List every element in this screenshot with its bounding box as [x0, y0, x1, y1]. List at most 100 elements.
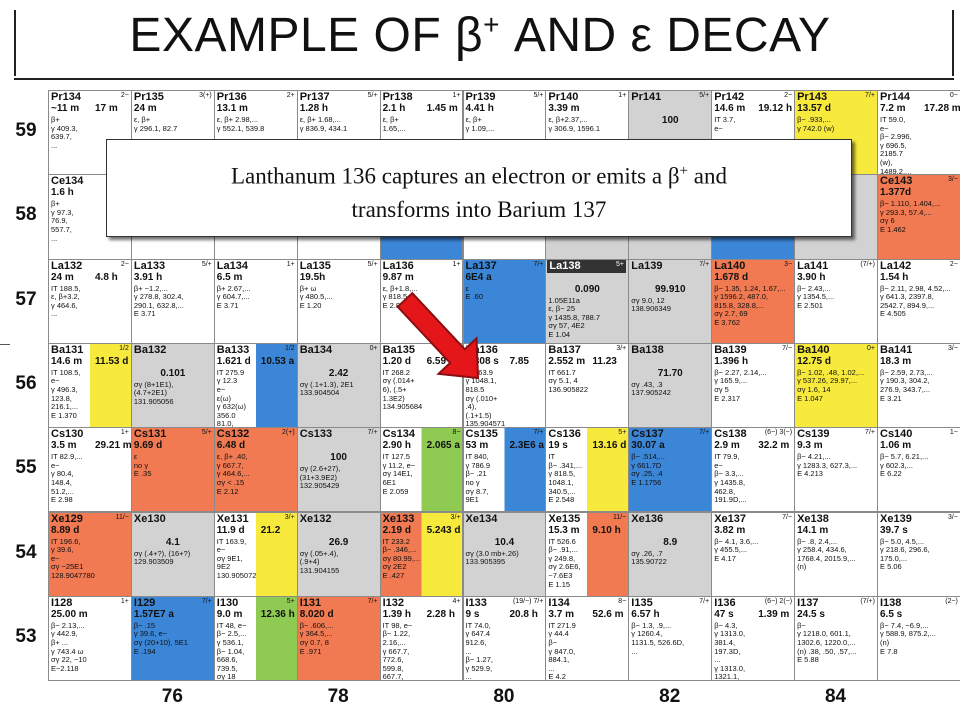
decay-line: IT 840, — [465, 452, 489, 462]
nuclide-cell-ba133: Ba133 1/2 1.621 d 10.53 a IT 275.9 γ 12.3 e− ε(… — [213, 342, 298, 429]
nuclide-spin: (19/−) 7/+ — [513, 597, 544, 605]
decay-line: β− 2.5,... — [216, 629, 247, 639]
nuclide-name: Cs138 — [714, 428, 747, 441]
decay-line: 290.1, 632.8,... — [133, 300, 184, 310]
nuclide-cell-ba140: Ba140 0+ 12.75 d β− 1.02, .48, 1.02,... γ 53… — [794, 342, 878, 429]
decay-line: γ 537.26, 29.97,... — [797, 376, 858, 386]
half-life: 2.9 m — [714, 440, 740, 452]
nuclide-name: I133 — [465, 596, 487, 609]
nuclide-cell-cs136: Cs136 5+ 19 s 13.16 d IT β− .341,... γ 818.5, 1… — [545, 427, 630, 513]
half-life: 14.6 m — [51, 355, 83, 367]
nuclide-spin: 2(+) — [282, 429, 295, 437]
decay-line: no γ — [133, 460, 149, 470]
half-life: 3.82 m — [714, 524, 746, 536]
half-life: 13.1 m — [216, 103, 248, 114]
decay-line: E 2.98 — [51, 495, 73, 505]
decay-line: E 4.17 — [714, 553, 736, 563]
decay-line: σγ (.014+ — [382, 376, 415, 386]
decay-line: σγ 9E1, — [216, 553, 243, 563]
decay-line: E .427 — [382, 570, 405, 580]
decay-line: σγ (.1+1.3), 2E1 — [299, 379, 354, 389]
nuclide-name: I130 — [216, 596, 239, 609]
decay-line: 51.2,... — [51, 486, 74, 496]
decay-line: IT 48, e− — [216, 620, 247, 630]
nuclide-name: Xe129 — [51, 512, 83, 525]
callout-text-1-end: and — [688, 163, 727, 189]
decay-line: γ 1260.4, — [631, 629, 663, 639]
decay-line: σγ (.05+.4), — [299, 548, 339, 558]
nuclide-name: La135 — [299, 259, 331, 272]
nuclide-name: I137 — [797, 596, 819, 609]
decay-line: 667.7, — [382, 672, 404, 682]
abundance: 10.4 — [494, 536, 515, 548]
abundance: 8.9 — [663, 536, 678, 548]
half-life-isomer: 11.23 — [592, 355, 617, 367]
decay-line: IT 98, e− — [382, 620, 413, 630]
nuclide-cell-cs130: Cs130 1+ 3.5 m 29.21 m IT 82.9,... e− γ 80.4, 1… — [48, 427, 132, 513]
half-life: 6E4 a — [465, 271, 492, 283]
half-life: 53 m — [465, 440, 489, 452]
nuclide-spin: 7/+ — [699, 429, 710, 437]
decay-line: ε, β− 25 — [548, 304, 576, 314]
neutron-number-label: 82 — [659, 686, 681, 707]
decay-line: IT 74.0, — [465, 620, 491, 630]
decay-line: γ 455.5,... — [714, 545, 748, 555]
half-life: 19 s — [548, 440, 568, 452]
nuclide-cell-ba139: Ba139 7/− 1.396 h β− 2.27, 2.14,... γ 165.9,… — [711, 342, 796, 429]
decay-line: σγ 2.7, 69 — [714, 309, 748, 319]
abundance: 0.090 — [574, 283, 600, 295]
decay-line: β− 1.110, 1.404,... — [880, 199, 941, 209]
decay-line: 130.905072 — [216, 570, 257, 580]
half-life-isomer: 17 m — [95, 103, 118, 114]
nuclide-spin: 2− — [120, 260, 129, 268]
decay-line: γ 12.3 — [216, 376, 238, 386]
decay-line: β− .15 — [133, 620, 156, 630]
half-life: 39.7 s — [880, 524, 908, 536]
decay-line: 884.1, — [548, 655, 570, 665]
decay-line: σγ 1.6, 14 — [797, 385, 831, 395]
decay-line: σγ .25, .4 — [631, 469, 663, 479]
nuclide-spin: 5/+ — [699, 92, 710, 99]
nuclide-cell-pr134: Pr134 2− ~11 m 17 m β+ γ 409.3, 639.7,... — [48, 90, 132, 176]
nuclide-spin: 1+ — [120, 429, 129, 437]
half-life: 1.06 m — [880, 440, 912, 452]
half-life-isomer: 19.12 h — [758, 103, 793, 114]
decay-line: ... — [548, 663, 555, 673]
nuclide-spin: 2+ — [286, 92, 295, 99]
decay-line: 137.905242 — [631, 388, 671, 398]
half-life-isomer: 4.8 h — [95, 271, 118, 283]
nuclide-name: La141 — [797, 259, 829, 272]
nuclide-name: Pr144 — [880, 91, 910, 103]
half-life: 2.90 h — [382, 440, 411, 452]
half-life: 3.7 m — [548, 608, 574, 620]
half-life: 25.00 m — [51, 608, 88, 620]
nuclide-spin: 3− — [784, 260, 793, 268]
half-life: 9.69 d — [133, 440, 163, 452]
decay-line: γ 1048.1, — [465, 376, 497, 386]
nuclide-spin: 7/+ — [367, 597, 378, 605]
decay-line: IT 3.7, — [714, 115, 736, 124]
nuclide-name: Xe136 — [631, 512, 664, 525]
half-life: 18.3 m — [880, 355, 912, 367]
decay-line: γ 661.7D — [631, 460, 662, 470]
callout-superscript: + — [679, 163, 689, 179]
decay-line: E 2.12 — [216, 486, 239, 496]
half-life: 1.396 h — [714, 355, 749, 367]
nuclide-cell-pr144: Pr144 0− 7.2 m 17.28 m IT 59.0, e− β− 2.996, γ … — [877, 90, 960, 176]
decay-line: ε, β+2.37,... — [548, 115, 588, 124]
decay-line: 276.9, 343.7,... — [880, 385, 931, 395]
plus-superscript: + — [483, 9, 500, 40]
nuclide-cell-i129: I129 7/+ 1.57E7 a β− .15 γ 39.6, e− σγ (20+10… — [130, 595, 215, 682]
decay-line: β− 4.3, — [714, 620, 738, 630]
nuclide-name: Pr136 — [216, 91, 247, 103]
decay-line: γ 847.0, — [548, 646, 576, 656]
decay-line: γ 552.1, 539.8 — [216, 123, 265, 133]
half-life: 1.28 h — [299, 103, 329, 114]
nuclide-cell-i130: I130 5+ 9.0 m 12.36 h IT 48, e− β− 2.5,... γ 5… — [213, 595, 298, 682]
half-life: 9.0 m — [216, 608, 243, 620]
callout-line-1: Lanthanum 136 captures an electron or em… — [107, 155, 851, 193]
decay-line: E .971 — [299, 646, 322, 656]
half-life-isomer: 1.45 m — [426, 103, 458, 114]
half-life-isomer: 2.3E6 a — [509, 440, 544, 452]
nuclide-spin: 2− — [949, 260, 958, 268]
